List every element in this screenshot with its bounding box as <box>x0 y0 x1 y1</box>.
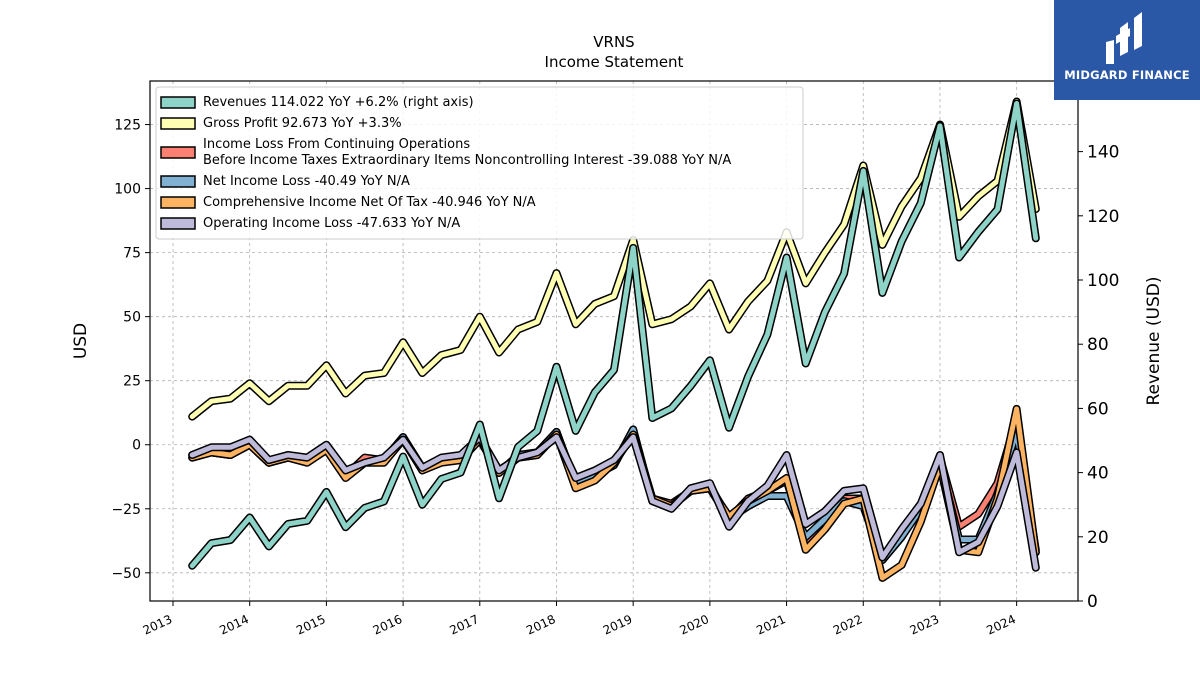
y-tick-label-left: 25 <box>123 374 141 390</box>
legend-swatch <box>160 117 196 130</box>
series-gross-profit <box>188 97 1040 421</box>
brand-name: MIDGARD FINANCE <box>1064 68 1190 82</box>
series-operating-income-loss <box>188 433 1040 572</box>
y-axis-label-right: Revenue (USD) <box>1144 276 1164 405</box>
legend-label: Gross Profit 92.673 YoY +3.3% <box>203 116 402 131</box>
x-tick-label: 2015 <box>294 612 328 638</box>
chart-subtitle: Income Statement <box>545 53 684 71</box>
y-tick-label-left: 0 <box>132 438 141 454</box>
x-tick-label: 2018 <box>524 612 558 638</box>
y-axis-label-left: USD <box>71 323 91 359</box>
legend-swatch <box>160 217 196 230</box>
series-comprehensive-income-net-of-tax <box>188 404 1040 582</box>
y-tick-label-right: 0 <box>1087 592 1098 612</box>
chart-title: VRNS <box>593 33 634 51</box>
series-line <box>189 101 1039 569</box>
x-tick-label: 2017 <box>447 612 481 638</box>
x-tick-label: 2014 <box>217 612 251 638</box>
y-tick-label-right: 20 <box>1087 528 1109 548</box>
x-tick-label: 2022 <box>831 612 865 638</box>
legend-label: Income Loss From Continuing Operations <box>203 137 470 152</box>
y-tick-label-left: 100 <box>114 182 141 198</box>
x-tick-label: 2023 <box>908 612 942 638</box>
x-tick-label: 2020 <box>678 612 712 638</box>
legend-swatch <box>160 146 196 159</box>
y-tick-label-right: 100 <box>1087 271 1119 291</box>
y-tick-label-left: −50 <box>111 566 141 582</box>
legend-label: Revenues 114.022 YoY +6.2% (right axis) <box>203 95 474 110</box>
brand-logo: MIDGARD FINANCE <box>1054 0 1200 100</box>
y-tick-label-right: 140 <box>1087 143 1119 163</box>
y-tick-label-left: 50 <box>123 310 141 326</box>
legend-label: Before Income Taxes Extraordinary Items … <box>203 153 731 168</box>
y-tick-label-right: 60 <box>1087 399 1109 419</box>
series-line <box>189 434 1039 571</box>
y-tick-label-left: −25 <box>111 502 141 518</box>
x-tick-label: 2019 <box>601 612 635 638</box>
y-tick-label-right: 120 <box>1087 207 1119 227</box>
legend-swatch <box>160 196 196 209</box>
brand-mark-icon <box>1106 12 1142 64</box>
legend-label: Comprehensive Income Net Of Tax -40.946 … <box>203 195 536 210</box>
y-tick-label-left: 125 <box>114 118 141 134</box>
legend-swatch <box>160 96 196 109</box>
legend-label: Operating Income Loss -47.633 YoY N/A <box>203 216 460 231</box>
legend-swatch <box>160 175 196 188</box>
x-tick-label: 2021 <box>754 612 788 638</box>
y-tick-label-right: 80 <box>1087 335 1109 355</box>
series-line <box>189 99 1039 420</box>
y-tick-label-right: 40 <box>1087 464 1109 484</box>
x-tick-label: 2013 <box>141 612 175 638</box>
legend-label: Net Income Loss -40.49 YoY N/A <box>203 174 410 189</box>
right-axis: 0 20 40 60 80 100 120 140 <box>1078 143 1119 612</box>
legend-box <box>155 86 804 240</box>
x-tick-label: 2024 <box>984 612 1018 638</box>
plot-frame <box>149 80 1079 602</box>
y-tick-label-left: 75 <box>123 246 141 262</box>
series-revenues <box>188 99 1040 570</box>
x-axis: 2013 2014 2015 2016 2017 2018 2019 2020 2021 2022… <box>141 601 1018 638</box>
left-axis: −50 −25 0 25 50 75 100 125 <box>111 118 150 582</box>
x-tick-label: 2016 <box>371 612 405 638</box>
legend: Revenues 114.022 YoY +6.2% (right axis) G… <box>155 86 804 240</box>
series-line <box>189 406 1039 581</box>
series-layer <box>188 97 1040 582</box>
